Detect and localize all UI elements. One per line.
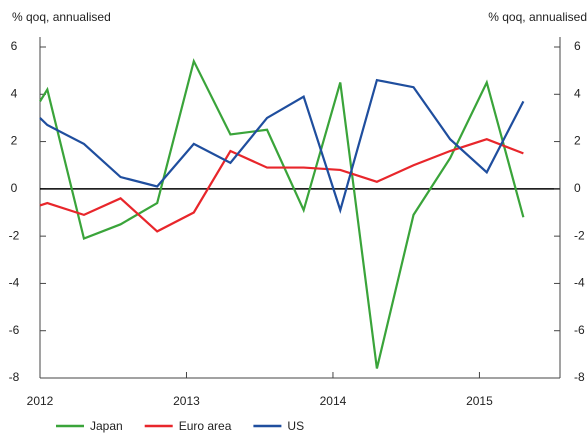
x-tick-label: 2013 bbox=[173, 394, 200, 408]
y2-tick-label: -4 bbox=[574, 276, 585, 290]
y-tick-label: -6 bbox=[9, 323, 20, 337]
legend-label: US bbox=[287, 419, 304, 433]
y2-tick-label: 2 bbox=[574, 134, 581, 148]
y-tick-label: -4 bbox=[9, 276, 20, 290]
y2-axis-label: % qoq, annualised bbox=[488, 10, 587, 24]
y2-tick-label: -8 bbox=[574, 370, 585, 384]
y-tick-label: 4 bbox=[11, 86, 18, 100]
y2-tick-label: 4 bbox=[574, 86, 581, 100]
y2-tick-label: -6 bbox=[574, 323, 585, 337]
y-tick-label: 6 bbox=[11, 39, 18, 53]
y2-tick-label: -2 bbox=[574, 228, 585, 242]
y-tick-label: 0 bbox=[11, 181, 18, 195]
legend-label: Euro area bbox=[179, 419, 232, 433]
legend-label: Japan bbox=[90, 419, 123, 433]
x-tick-label: 2014 bbox=[320, 394, 347, 408]
line-series bbox=[39, 138, 524, 233]
y-tick-label: 2 bbox=[11, 134, 18, 148]
y2-tick-label: 6 bbox=[574, 39, 581, 53]
y2-tick-label: 0 bbox=[574, 181, 581, 195]
y-axis-label: % qoq, annualised bbox=[12, 10, 111, 24]
y-tick-label: -2 bbox=[9, 228, 20, 242]
y-tick-label: -8 bbox=[9, 370, 20, 384]
x-tick-label: 2012 bbox=[27, 394, 54, 408]
x-tick-label: 2015 bbox=[466, 394, 493, 408]
line-series bbox=[39, 78, 525, 214]
line-series bbox=[39, 58, 525, 369]
